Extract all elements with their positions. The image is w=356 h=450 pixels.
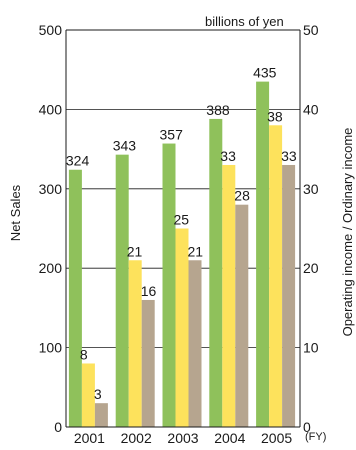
ordinary-income-value-label: 3 (94, 386, 102, 402)
right-tick-label: 40 (303, 101, 319, 117)
left-axis-label: Net Sales (8, 184, 23, 241)
ordinary-income-bar (188, 260, 202, 427)
ordinary-income-bar (94, 403, 108, 427)
operating-income-bar (269, 125, 283, 427)
ordinary-income-value-label: 28 (234, 188, 250, 204)
right-tick-label: 50 (303, 22, 319, 38)
ordinary-income-value-label: 21 (188, 243, 204, 259)
x-tick-label: 2002 (121, 430, 152, 445)
ordinary-income-bar (235, 204, 249, 427)
data-labels: 324 8 3 343 21 16 357 25 21 388 33 28 435 38 33 (66, 65, 297, 403)
net-sales-bar (68, 169, 82, 427)
x-tick-label: 2005 (261, 430, 292, 445)
ordinary-income-bar (282, 164, 296, 428)
operating-income-value-label: 33 (220, 148, 236, 164)
axes: 0 100 200 300 400 500 0 10 20 30 40 50 2001 2002 2003 2… (39, 22, 319, 446)
net-sales-value-label: 435 (253, 65, 277, 81)
right-axis-label: Operating income / Ordinary income (340, 128, 355, 337)
x-tick-label: 2003 (167, 430, 198, 445)
operating-income-bar (81, 363, 95, 427)
left-tick-label: 500 (39, 22, 63, 38)
fiscal-year-label: (FY) (305, 431, 326, 443)
net-sales-bar (209, 118, 223, 427)
x-tick-label: 2004 (214, 430, 245, 445)
net-sales-bar (162, 143, 176, 428)
right-tick-label: 30 (303, 181, 319, 197)
left-tick-label: 100 (39, 340, 63, 356)
net-sales-value-label: 388 (206, 102, 230, 118)
bars (68, 81, 296, 428)
ordinary-income-bar (141, 299, 155, 427)
operating-income-value-label: 38 (267, 108, 283, 124)
net-sales-value-label: 324 (66, 153, 90, 169)
net-sales-value-label: 357 (160, 127, 184, 143)
left-tick-label: 300 (39, 181, 63, 197)
operating-income-bar (128, 260, 142, 427)
operating-income-value-label: 8 (80, 346, 88, 362)
operating-income-bar (175, 228, 189, 427)
net-sales-value-label: 343 (113, 138, 137, 154)
net-sales-bar (115, 154, 129, 427)
units-label: billions of yen (205, 14, 284, 29)
right-tick-label: 10 (303, 340, 319, 356)
right-tick-label: 0 (303, 419, 311, 435)
left-tick-label: 400 (39, 101, 63, 117)
x-tick-label: 2001 (74, 430, 105, 445)
left-tick-label: 200 (39, 260, 63, 276)
ordinary-income-value-label: 16 (141, 283, 157, 299)
ordinary-income-value-label: 33 (281, 148, 297, 164)
operating-income-value-label: 25 (174, 212, 190, 228)
right-tick-label: 20 (303, 260, 319, 276)
left-tick-label: 0 (54, 419, 62, 435)
operating-income-bar (222, 164, 236, 428)
operating-income-value-label: 21 (127, 243, 143, 259)
net-sales-bar (256, 81, 270, 428)
